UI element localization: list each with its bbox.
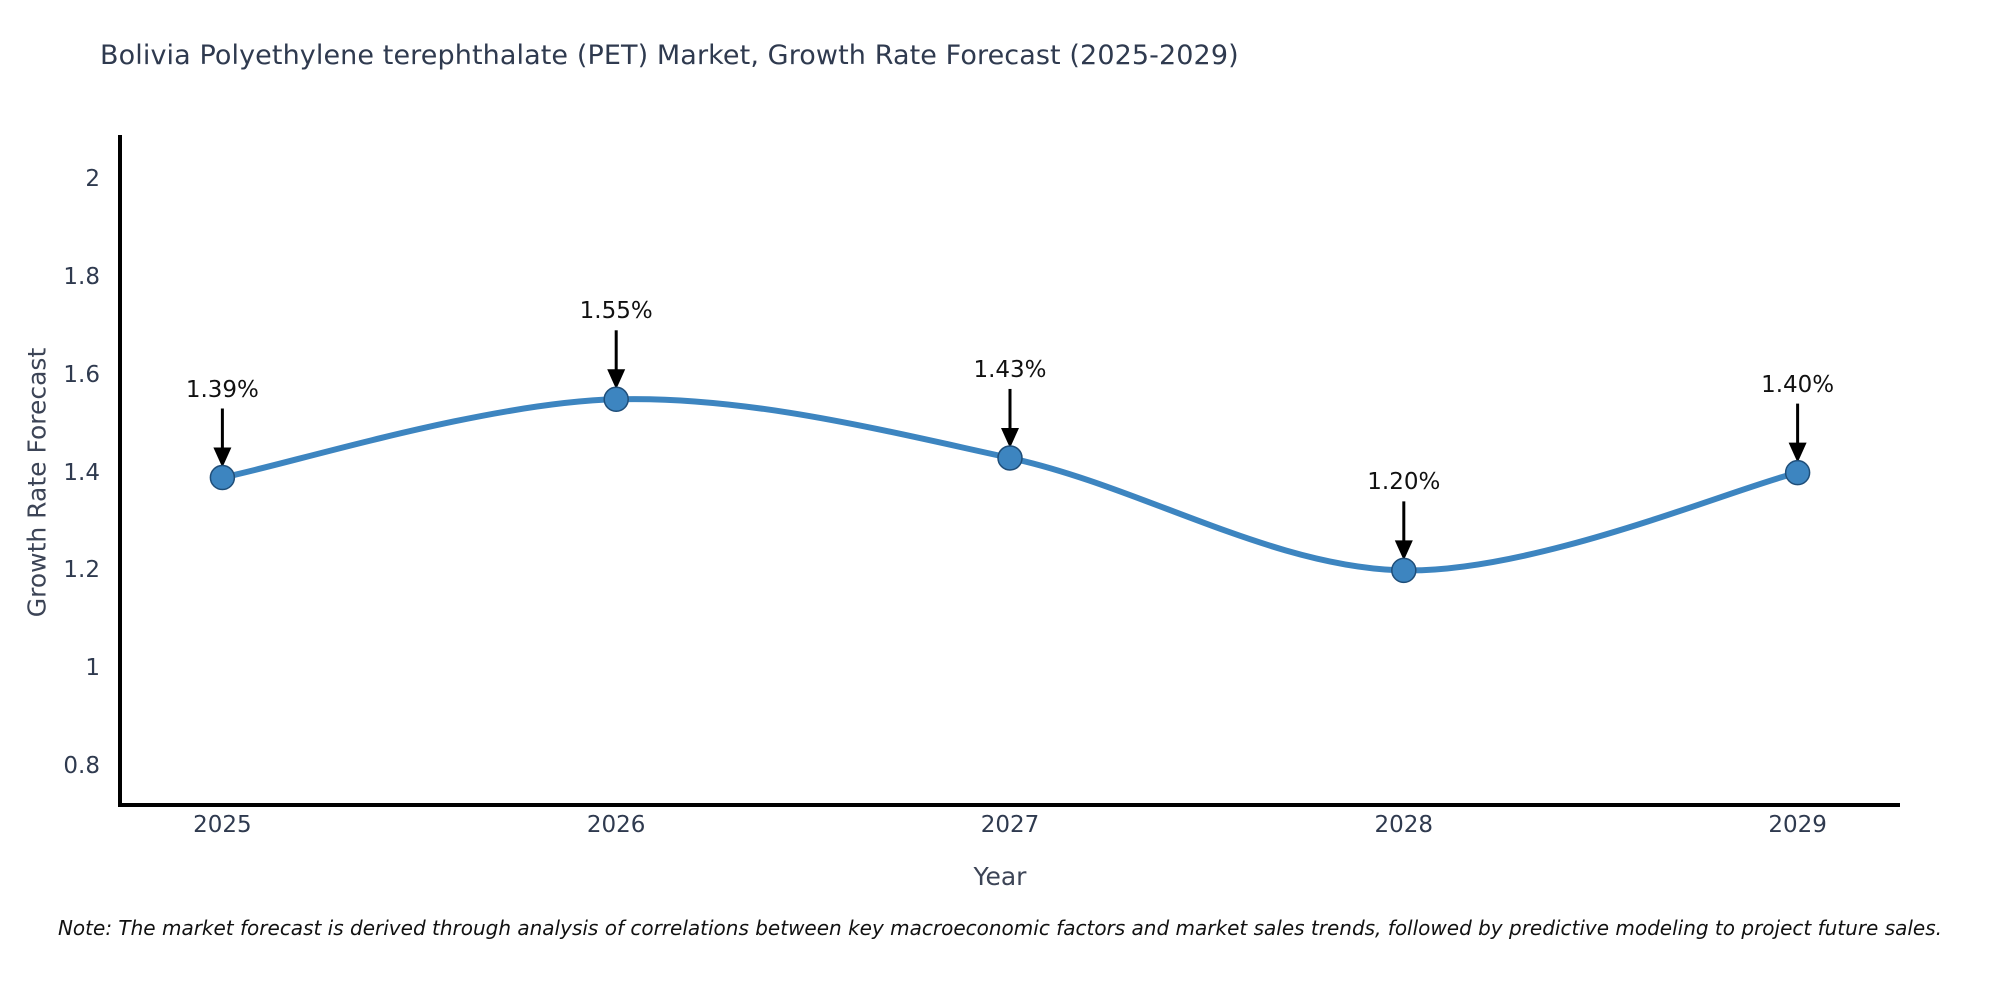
axis-lines <box>118 135 1900 807</box>
y-tick-label: 1 <box>85 655 100 682</box>
x-tick-label: 2028 <box>1374 812 1434 838</box>
y-tick-label: 0.8 <box>63 752 100 779</box>
data-point-label: 1.40% <box>1761 371 1835 398</box>
x-tick-label: 2025 <box>193 812 252 838</box>
y-tick-label: 1.4 <box>63 459 100 486</box>
data-point-label: 1.43% <box>973 356 1047 383</box>
data-point-label: 1.55% <box>579 298 653 325</box>
data-point-label: 1.39% <box>185 376 259 403</box>
y-tick-label: 2 <box>85 166 100 193</box>
y-tick-label: 1.8 <box>63 264 100 291</box>
page-title: Bolivia Polyethylene terephthalate (PET)… <box>100 40 1239 71</box>
y-tick-label: 1.2 <box>63 557 100 584</box>
x-tick-label: 2026 <box>586 812 646 838</box>
x-tick-label: 2029 <box>1768 812 1827 838</box>
x-tick-label: 2027 <box>980 812 1040 838</box>
annotation-arrows <box>213 330 1807 561</box>
y-axis-tick-labels: 0.8 1 1.2 1.4 1.6 1.8 2 <box>0 0 100 1000</box>
chart-footnote: Note: The market forecast is derived thr… <box>57 916 1943 940</box>
x-axis-title: Year <box>973 862 1027 891</box>
data-point-label: 1.20% <box>1367 469 1441 496</box>
data-point-markers <box>209 386 1811 584</box>
y-tick-label: 1.6 <box>63 361 100 388</box>
